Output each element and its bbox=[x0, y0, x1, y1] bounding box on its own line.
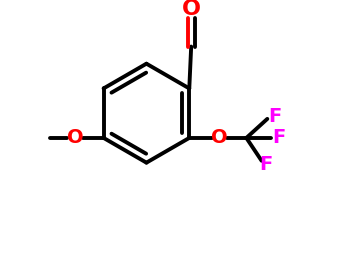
Text: F: F bbox=[272, 129, 285, 147]
Text: O: O bbox=[67, 129, 83, 147]
Text: F: F bbox=[268, 107, 282, 126]
Text: O: O bbox=[211, 129, 228, 147]
Text: F: F bbox=[260, 155, 273, 174]
Text: O: O bbox=[182, 0, 201, 20]
